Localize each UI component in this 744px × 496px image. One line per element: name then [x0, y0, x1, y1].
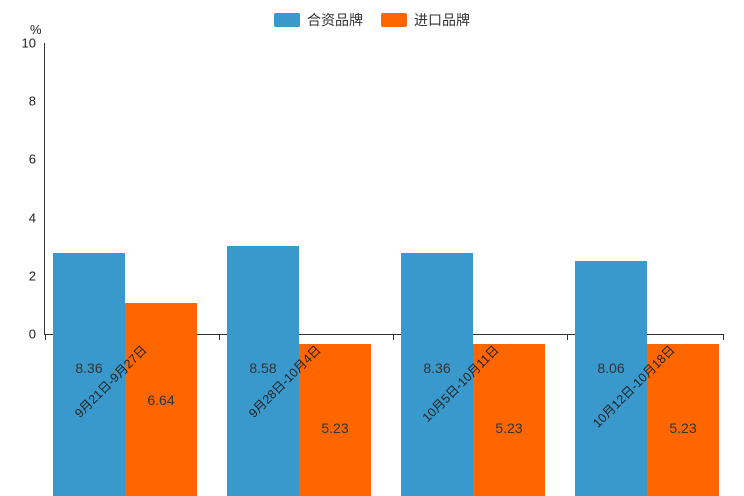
bar-value-joint-venture-3: 8.06	[597, 360, 625, 376]
legend-item-joint-venture[interactable]: 合资品牌	[274, 13, 363, 27]
y-tick-label-4: 4	[28, 210, 36, 226]
x-tick-mark-2	[393, 335, 394, 340]
legend-swatch-orange-icon	[381, 13, 407, 27]
bar-value-joint-venture-1: 8.58	[249, 360, 277, 376]
y-tick-label-2: 2	[28, 268, 36, 284]
bar-imported-0[interactable]: 6.64	[125, 162, 197, 496]
bar-imported-2[interactable]: 5.23	[473, 162, 545, 496]
x-tick-mark-3	[567, 335, 568, 340]
legend-swatch-blue-icon	[274, 13, 300, 27]
y-tick-label-8: 8	[28, 93, 36, 109]
legend-label-joint-venture: 合资品牌	[307, 12, 363, 28]
bar-joint-venture-3[interactable]: 8.06	[575, 162, 647, 496]
y-axis-unit-label: %	[30, 22, 42, 37]
x-tick-mark-1	[219, 335, 220, 340]
x-tick-mark-4	[723, 335, 724, 340]
y-tick-label-6: 6	[28, 151, 36, 167]
bar-joint-venture-1[interactable]: 8.58	[227, 162, 299, 496]
y-axis-line	[44, 43, 45, 335]
legend-label-imported: 进口品牌	[414, 12, 470, 28]
bar-value-imported-0: 6.64	[147, 392, 175, 408]
x-tick-mark-0	[45, 335, 46, 340]
legend-item-imported[interactable]: 进口品牌	[381, 13, 470, 27]
y-tick-label-10: 10	[21, 35, 36, 51]
chart-legend: 合资品牌 进口品牌	[0, 10, 744, 30]
bar-value-joint-venture-0: 8.36	[75, 360, 103, 376]
bar-joint-venture-0[interactable]: 8.36	[53, 162, 125, 496]
y-tick-label-0: 0	[28, 326, 36, 342]
bar-value-imported-1: 5.23	[321, 420, 349, 436]
x-axis-line	[44, 334, 724, 335]
bar-joint-venture-2[interactable]: 8.36	[401, 162, 473, 496]
bar-value-imported-3: 5.23	[669, 420, 697, 436]
bar-imported-3[interactable]: 5.23	[647, 162, 719, 496]
bar-value-joint-venture-2: 8.36	[423, 360, 451, 376]
bar-value-imported-2: 5.23	[495, 420, 523, 436]
bar-imported-1[interactable]: 5.23	[299, 162, 371, 496]
